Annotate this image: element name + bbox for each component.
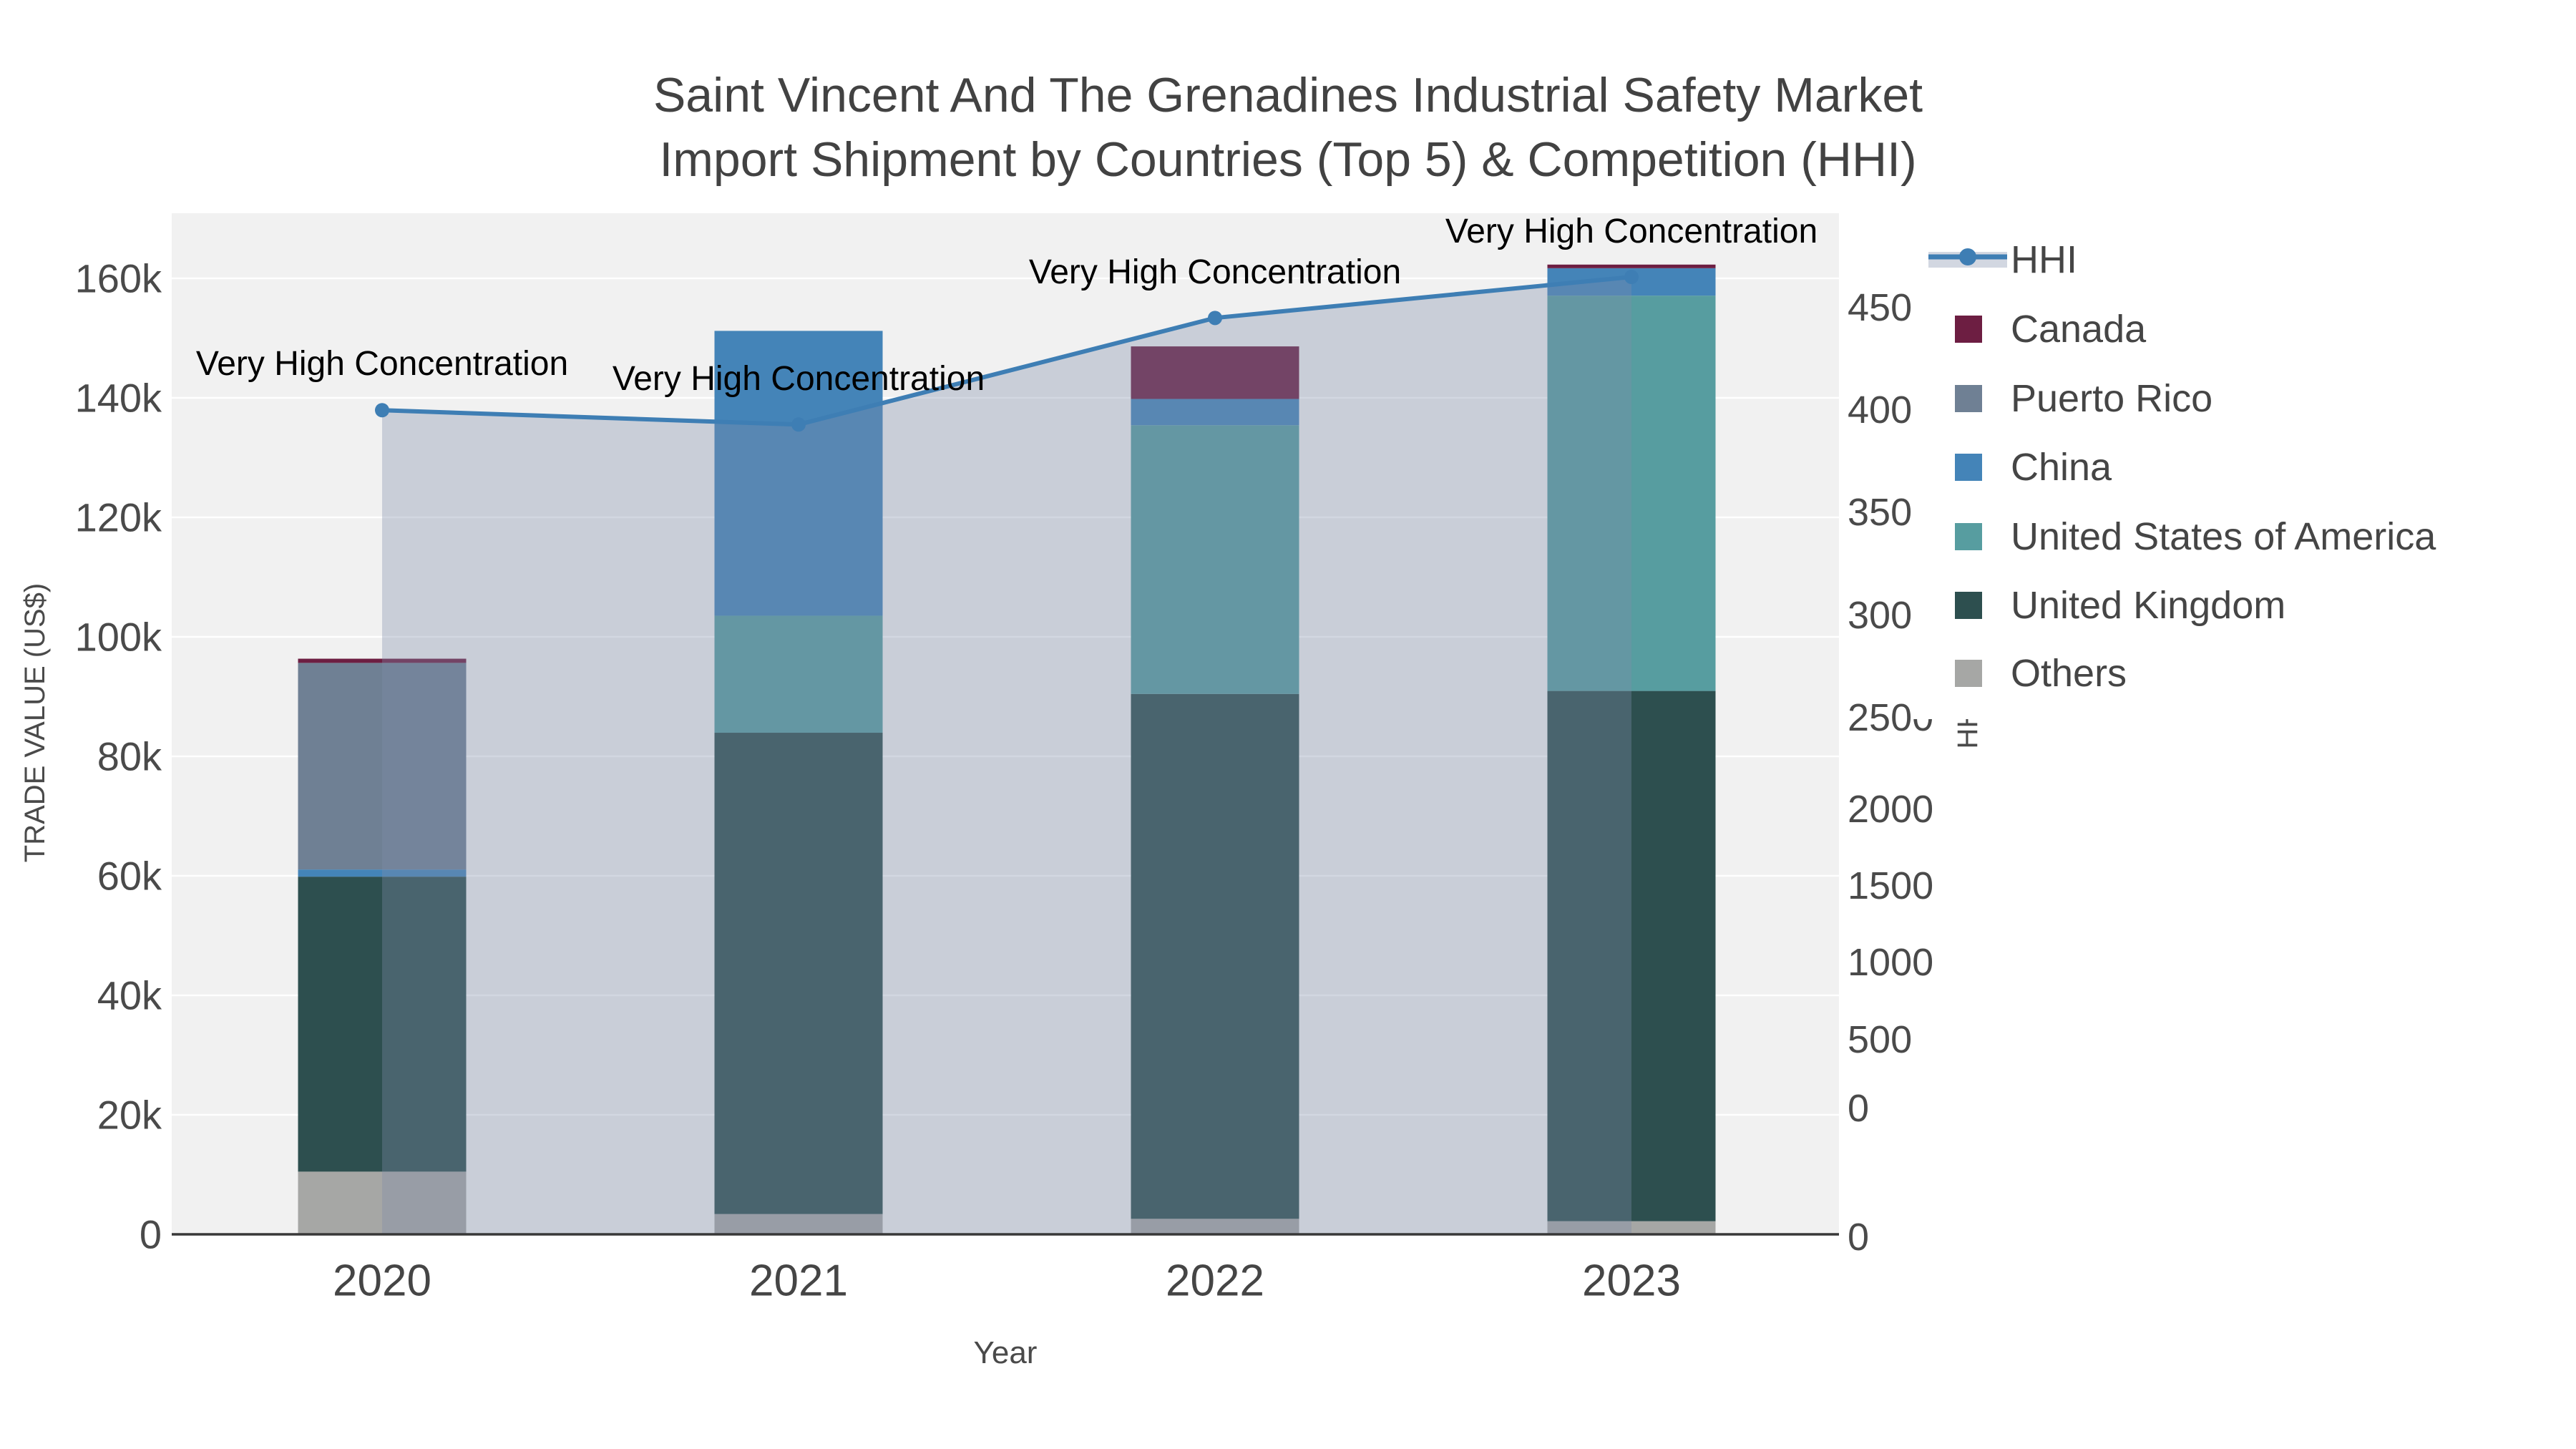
bar-2023-united-kingdom bbox=[1547, 691, 1716, 1221]
legend-item-others[interactable]: Others bbox=[2011, 652, 2127, 695]
bar-2022-canada bbox=[1131, 346, 1299, 399]
hhi-marker-2023 bbox=[1624, 270, 1639, 285]
legend-item-united-states-of-america[interactable]: United States of America bbox=[2011, 515, 2436, 558]
left-tick-0: 0 bbox=[140, 1212, 162, 1257]
annotation-2023: Very High Concentration bbox=[1445, 213, 1818, 250]
legend-swatch-united-kingdom[interactable] bbox=[1955, 592, 1982, 619]
x-tick-2020: 2020 bbox=[333, 1257, 431, 1306]
bar-2021-china bbox=[714, 331, 883, 616]
bar-2021-others bbox=[714, 1214, 883, 1234]
hhi-marker-2022 bbox=[1208, 311, 1222, 326]
legend-item-canada[interactable]: Canada bbox=[2011, 308, 2147, 351]
right-tick-lower-1500: 1500 bbox=[1848, 864, 1933, 907]
legend-item-united-kingdom[interactable]: United Kingdom bbox=[2011, 584, 2285, 627]
legend-swatch-puerto-rico[interactable] bbox=[1955, 385, 1982, 412]
bar-2022-china bbox=[1131, 399, 1299, 426]
x-tick-2023: 2023 bbox=[1582, 1257, 1681, 1306]
left-tick-80k: 80k bbox=[97, 734, 162, 779]
legend-item-hhi[interactable]: HHI bbox=[2011, 238, 2077, 281]
bar-2022-united-kingdom bbox=[1131, 693, 1299, 1219]
bar-2021-united-kingdom bbox=[714, 733, 883, 1214]
bar-2023-united-states-of-america bbox=[1547, 296, 1716, 691]
legend-hhi-marker-glyph[interactable] bbox=[1959, 248, 1976, 265]
left-tick-60k: 60k bbox=[97, 854, 162, 899]
y-axis-title: TRADE VALUE (US$) bbox=[19, 583, 51, 862]
x-tick-2022: 2022 bbox=[1166, 1257, 1264, 1306]
bar-2020-others bbox=[298, 1171, 467, 1234]
left-tick-140k: 140k bbox=[75, 376, 162, 421]
right-tick-lower-0: 0 bbox=[1848, 1087, 1869, 1130]
right-tick-lower-2000: 2000 bbox=[1848, 788, 1933, 831]
hhi-area-fill bbox=[382, 277, 1631, 1234]
bar-2020-china bbox=[298, 869, 467, 877]
chart-title-line1: Saint Vincent And The Grenadines Industr… bbox=[653, 68, 1923, 122]
hhi-marker-2021 bbox=[791, 417, 806, 432]
right-tick-zero-baseline: 0 bbox=[1848, 1216, 1869, 1259]
annotation-2022: Very High Concentration bbox=[1029, 253, 1401, 291]
left-tick-120k: 120k bbox=[75, 495, 162, 540]
hhi-marker-2020 bbox=[375, 403, 389, 418]
legend-card bbox=[1913, 240, 2562, 719]
bar-2020-puerto-rico bbox=[298, 663, 467, 870]
annotation-2021: Very High Concentration bbox=[613, 360, 985, 398]
right-tick-lower-1000: 1000 bbox=[1848, 941, 1933, 984]
legend-item-china[interactable]: China bbox=[2011, 446, 2112, 489]
bar-2022-united-states-of-america bbox=[1131, 425, 1299, 694]
legend-swatch-canada[interactable] bbox=[1955, 316, 1982, 343]
legend-swatch-united-states-of-america[interactable] bbox=[1955, 523, 1982, 550]
x-tick-2021: 2021 bbox=[749, 1257, 848, 1306]
x-axis-title: Year bbox=[974, 1335, 1038, 1370]
left-tick-40k: 40k bbox=[97, 973, 162, 1018]
legend-swatch-others[interactable] bbox=[1955, 660, 1982, 687]
left-tick-160k: 160k bbox=[75, 256, 162, 301]
bar-2020-canada bbox=[298, 658, 467, 663]
right-tick-lower-500: 500 bbox=[1848, 1018, 1912, 1061]
bar-2023-others bbox=[1547, 1221, 1716, 1234]
left-tick-20k: 20k bbox=[97, 1093, 162, 1138]
legend-swatch-china[interactable] bbox=[1955, 454, 1982, 481]
bar-2022-others bbox=[1131, 1219, 1299, 1234]
hhi-line bbox=[381, 275, 1632, 427]
bar-2023-canada bbox=[1547, 264, 1716, 268]
bar-2020-united-kingdom bbox=[298, 877, 467, 1172]
annotation-2020: Very High Concentration bbox=[196, 345, 568, 383]
chart-title: Saint Vincent And The Grenadines Industr… bbox=[0, 63, 2576, 192]
legend-item-puerto-rico[interactable]: Puerto Rico bbox=[2011, 377, 2212, 420]
left-tick-100k: 100k bbox=[75, 615, 162, 660]
bar-2021-united-states-of-america bbox=[714, 615, 883, 733]
chart-title-line2: Import Shipment by Countries (Top 5) & C… bbox=[659, 132, 1917, 187]
